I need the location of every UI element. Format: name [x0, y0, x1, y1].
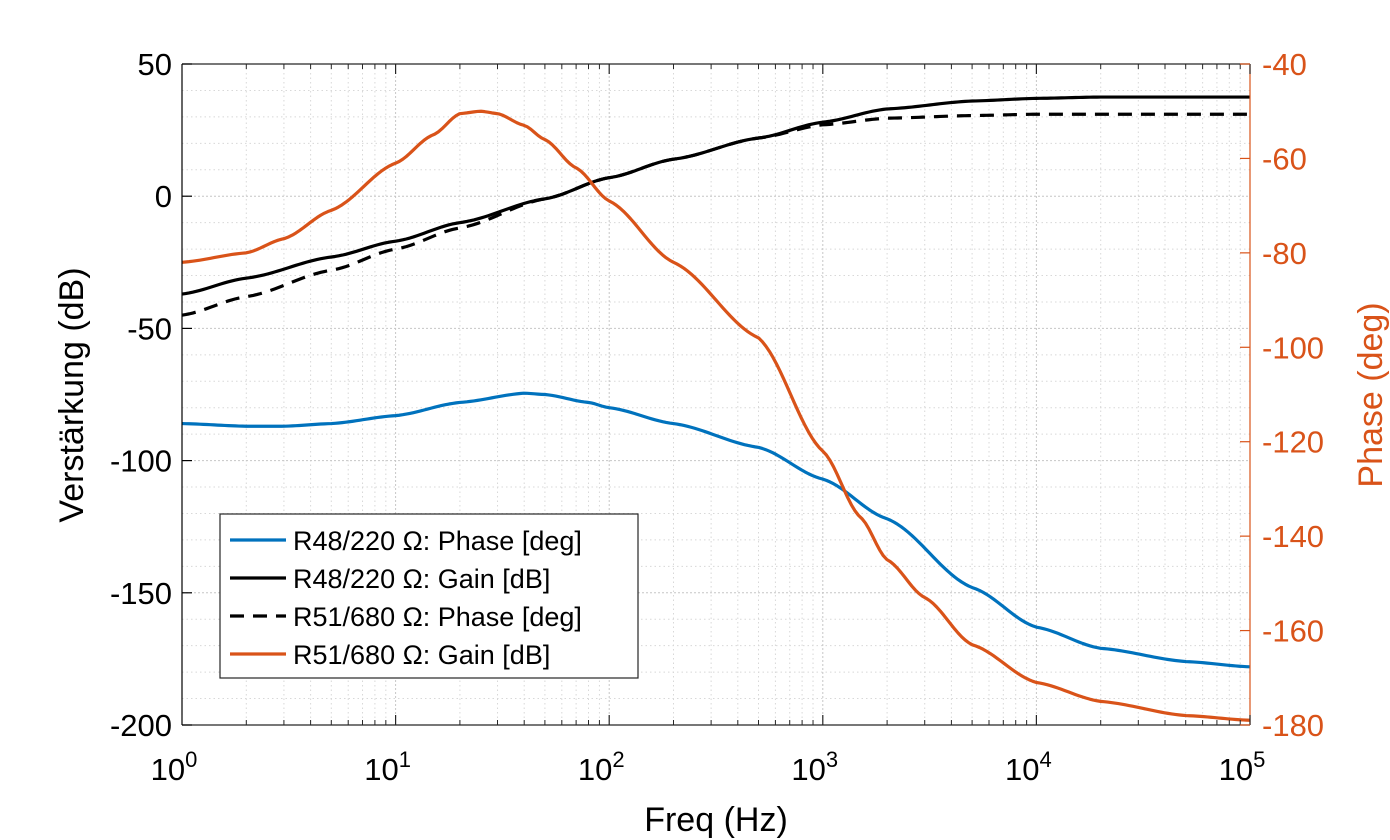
y-tick-label-right: -160: [1262, 614, 1324, 649]
y-axis-label-left: Verstärkung (dB): [53, 267, 91, 522]
plot-lines: [181, 95, 1251, 722]
y-tick-label-left: -200: [110, 708, 172, 743]
y-tick-label-right: -40: [1262, 47, 1307, 82]
y-axis-label-right: Phase (deg): [1352, 302, 1390, 487]
y-tick-label-right: -140: [1262, 519, 1324, 554]
legend-entry-2: R48/220 Ω: Gain [dB]: [293, 564, 550, 594]
y-tick-label-right: -80: [1262, 236, 1307, 271]
x-tick-label: 105: [1219, 747, 1266, 787]
legend-entry-1: R48/220 Ω: Phase [deg]: [293, 526, 582, 556]
y-tick-label-left: 50: [138, 47, 172, 82]
y-tick-label-left: 0: [155, 179, 172, 214]
legend-entry-4: R51/680 Ω: Gain [dB]: [293, 640, 550, 670]
y-tick-label-left: -50: [127, 311, 172, 346]
legend-entry-3: R51/680 Ω: Phase [deg]: [293, 602, 582, 632]
y-tick-label-right: -120: [1262, 425, 1324, 460]
legend-box: [219, 513, 639, 679]
x-axis-label: Freq (Hz): [644, 801, 788, 839]
x-tick-label: 104: [1005, 747, 1052, 787]
y-tick-label-left: -100: [110, 444, 172, 479]
y-tick-label-right: -60: [1262, 141, 1307, 176]
y-tick-label-right: -100: [1262, 330, 1324, 365]
x-tick-label: 100: [151, 747, 198, 787]
series-line-4: [181, 109, 1251, 722]
y-tick-label-left: -150: [110, 576, 172, 611]
axes: 100 101 102 103 104 105 50 0 -50 -100 -150 -200 -40 -…: [110, 47, 1324, 787]
series-line-3: [181, 112, 1250, 317]
x-tick-label: 102: [578, 747, 625, 787]
series-line-1: [181, 391, 1251, 669]
legend: R48/220 Ω: Phase [deg] R48/220 Ω: Gain [d…: [219, 513, 639, 679]
x-tick-label: 103: [791, 747, 838, 787]
x-tick-label: 101: [364, 747, 411, 787]
y-tick-label-right: -180: [1262, 708, 1324, 743]
